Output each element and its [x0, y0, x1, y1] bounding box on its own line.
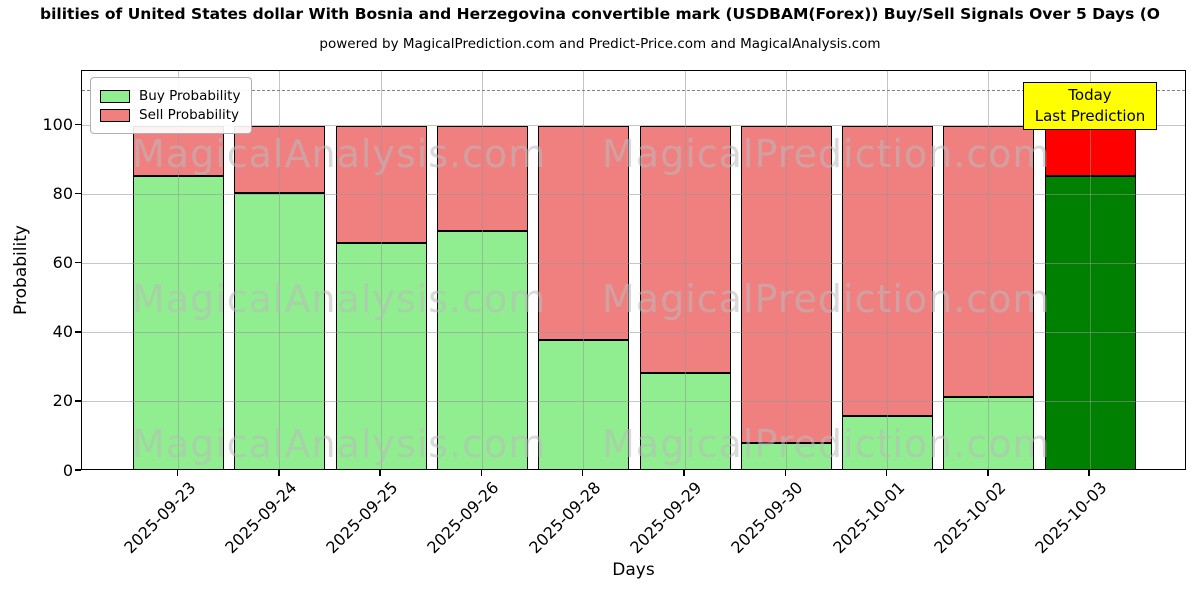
watermark-layer: MagicalAnalysis.com MagicalPrediction.com…: [82, 71, 1185, 469]
y-tick-label: 0: [62, 460, 73, 480]
watermark-text: MagicalAnalysis.com: [132, 277, 547, 321]
reference-dashed-line: [82, 90, 1185, 92]
gridline-horizontal: [82, 401, 1185, 403]
y-tick-label: 60: [52, 253, 73, 273]
x-tick-label: 2025-09-29: [626, 478, 706, 558]
y-tick-label: 100: [42, 115, 73, 135]
x-tick-mark: [379, 470, 381, 476]
chart-subtitle: powered by MagicalPrediction.com and Pre…: [319, 36, 881, 52]
plot-area: MagicalAnalysis.com MagicalPrediction.com…: [81, 70, 1186, 470]
gridline-vertical: [481, 71, 483, 469]
gridline-horizontal: [82, 194, 1185, 196]
x-tick-mark: [176, 470, 179, 476]
y-tick-label: 40: [52, 322, 73, 342]
x-axis-label: Days: [612, 560, 655, 580]
gridline-horizontal: [82, 263, 1185, 265]
x-tick-label: 2025-09-26: [423, 478, 503, 558]
x-tick-mark: [885, 470, 888, 476]
y-tick-mark: [75, 331, 81, 333]
legend-label: Buy Probability: [139, 88, 241, 104]
x-tick-mark: [581, 470, 584, 476]
x-tick-mark: [480, 470, 483, 476]
watermark-text: MagicalAnalysis.com: [132, 132, 547, 176]
x-tick-label: 2025-10-01: [828, 478, 909, 558]
watermark-text: MagicalPrediction.com: [602, 132, 1051, 176]
gridline-vertical: [684, 71, 686, 469]
x-tick-label: 2025-09-28: [524, 478, 605, 558]
x-tick-label: 2025-10-02: [930, 478, 1010, 558]
gridline-vertical: [785, 71, 787, 469]
x-tick-mark: [784, 470, 787, 476]
today-annotation: Today Last Prediction: [1023, 82, 1157, 130]
legend: Buy Probability Sell Probability: [90, 77, 253, 134]
y-tick-mark: [75, 261, 81, 264]
legend-row: Sell Probability: [100, 107, 240, 123]
watermark-text: MagicalPrediction.com: [602, 422, 1051, 466]
y-tick-mark: [75, 469, 81, 471]
x-tick-mark: [1088, 470, 1090, 476]
x-tick-label: 2025-10-03: [1031, 478, 1111, 558]
x-tick-mark: [683, 470, 685, 476]
chart-title: bilities of United States dollar With Bo…: [40, 5, 1160, 23]
gridline-vertical: [887, 71, 889, 469]
watermark-text: MagicalAnalysis.com: [132, 422, 547, 466]
legend-swatch: [100, 89, 130, 103]
annotation-line-2: Last Prediction: [1034, 107, 1146, 125]
gridline-vertical: [583, 71, 585, 469]
y-axis-label: Probability: [11, 225, 31, 315]
grid-layer: [82, 71, 1185, 469]
gridline-vertical: [279, 71, 281, 469]
x-tick-mark: [987, 470, 989, 476]
y-tick-label: 20: [52, 391, 73, 411]
legend-swatch: [100, 108, 130, 122]
y-tick-mark: [75, 123, 81, 126]
x-tick-label: 2025-09-30: [727, 478, 807, 558]
y-tick-mark: [75, 400, 81, 402]
gridline-horizontal: [82, 125, 1185, 127]
legend-row: Buy Probability: [100, 88, 240, 104]
gridline-vertical: [380, 71, 382, 469]
y-tick-label: 80: [52, 184, 73, 204]
x-tick-label: 2025-09-25: [322, 478, 402, 558]
x-tick-label: 2025-09-23: [119, 478, 199, 558]
gridline-horizontal: [82, 332, 1185, 334]
x-tick-label: 2025-09-24: [221, 478, 301, 558]
gridline-vertical: [178, 71, 179, 469]
legend-label: Sell Probability: [139, 107, 240, 123]
annotation-line-1: Today: [1068, 86, 1112, 104]
y-tick-mark: [75, 192, 81, 195]
gridline-vertical: [1089, 71, 1091, 469]
plot-clip-region: MagicalAnalysis.com MagicalPrediction.com…: [82, 71, 1185, 469]
gridline-vertical: [988, 71, 990, 469]
x-tick-mark: [278, 470, 280, 476]
watermark-text: MagicalPrediction.com: [602, 277, 1051, 321]
